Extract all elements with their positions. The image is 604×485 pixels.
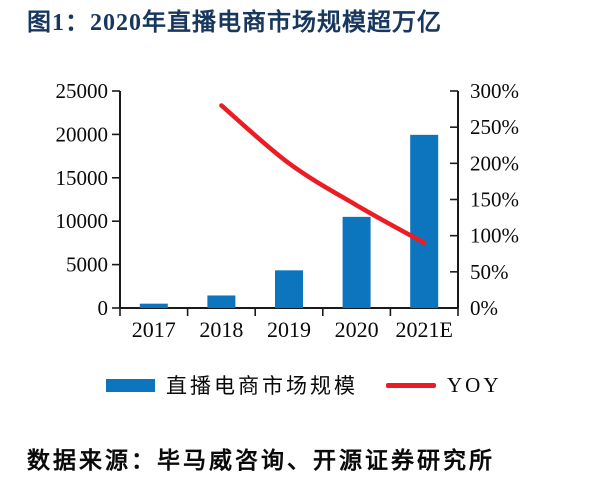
yoy-line [219,103,427,246]
right-axis: 0% 50% 100% 150% 200% 250% 300% [450,79,519,320]
svg-text:10000: 10000 [56,209,109,233]
svg-text:2020: 2020 [335,317,379,342]
svg-text:200%: 200% [470,151,519,175]
svg-text:100%: 100% [470,224,519,248]
svg-text:15000: 15000 [56,166,109,190]
market-size-yoy-chart: 0 5000 10000 15000 20000 25000 0% 50% 100% 150% 20… [56,79,520,342]
svg-text:50%: 50% [470,260,509,284]
legend-item-yoy: YOY [358,373,502,398]
svg-text:2021E: 2021E [395,317,452,342]
bar-legend-swatch-icon [106,378,155,392]
svg-text:250%: 250% [470,115,519,139]
svg-text:5000: 5000 [66,253,108,277]
svg-text:300%: 300% [470,79,519,103]
svg-text:2017: 2017 [132,317,176,342]
svg-text:150%: 150% [470,188,519,212]
line-legend-swatch-icon [386,382,436,388]
x-axis: 2017 2018 2019 2020 2021E [119,307,459,342]
svg-text:0%: 0% [470,296,498,320]
figure-title: 图1：2020年直播电商市场规模超万亿 [27,10,442,36]
legend-label-yoy: YOY [447,372,502,397]
market-size-bars [139,134,439,308]
chart-legend: 直播电商市场规模 YOY [106,372,502,398]
data-source-caption: 数据来源：毕马威咨询、开源证券研究所 [27,448,495,473]
svg-text:25000: 25000 [56,79,109,103]
svg-text:2019: 2019 [267,317,311,342]
svg-text:0: 0 [98,296,109,320]
legend-label-market-size: 直播电商市场规模 [166,374,358,398]
legend-item-market-size: 直播电商市场规模 [106,370,358,400]
svg-text:2018: 2018 [199,317,243,342]
left-axis: 0 5000 10000 15000 20000 25000 [56,79,121,320]
svg-text:20000: 20000 [56,122,109,146]
